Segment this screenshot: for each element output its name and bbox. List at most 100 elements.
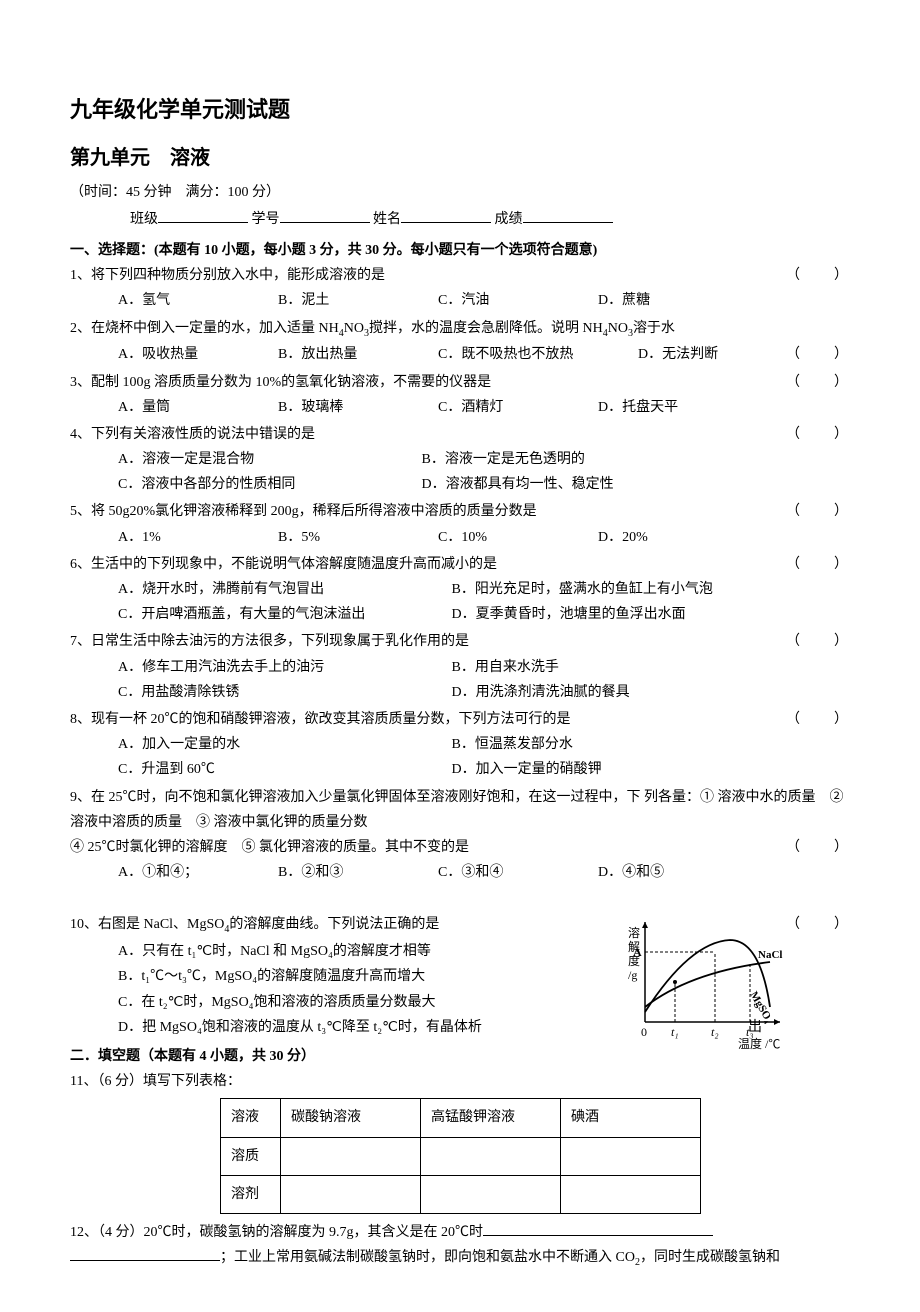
svg-text:NaCl: NaCl [758, 949, 782, 961]
q8-optA: A．加入一定量的水 [118, 732, 448, 757]
q1-optD: D．蔗糖 [598, 288, 758, 313]
q7-stem: 日常生活中除去油污的方法很多，下列现象属于乳化作用的是 [91, 634, 469, 649]
cell-r2c1 [281, 1175, 421, 1213]
cell-r2c2 [421, 1175, 561, 1213]
q12: 12、（4 分）20℃时，碳酸氢钠的溶解度为 9.7g，其含义是在 20℃时 ；… [70, 1220, 850, 1272]
svg-text:0: 0 [641, 1025, 647, 1039]
q5: 5、将 50g20%氯化钾溶液稀释到 200g，稀释后所得溶液中溶质的质量分数是… [70, 499, 850, 549]
q8-num: 8、 [70, 712, 91, 727]
q8-stem: 现有一杯 20℃的饱和硝酸钾溶液，欲改变其溶质质量分数，下列方法可行的是 [91, 712, 571, 727]
q10-stempost: 的溶解度曲线。下列说法正确的是 [229, 917, 439, 932]
cell-r0c1: 碳酸钠溶液 [281, 1099, 421, 1137]
q8: 8、现有一杯 20℃的饱和硝酸钾溶液，欲改变其溶质质量分数，下列方法可行的是 （… [70, 707, 850, 783]
q2-paren: （ ） [786, 342, 850, 367]
q2: 2、在烧杯中倒入一定量的水，加入适量 NH4NO3搅拌，水的温度会急剧降低。说明… [70, 316, 850, 368]
q6-optC: C．开启啤酒瓶盖，有大量的气泡沫溢出 [118, 602, 448, 627]
q5-num: 5、 [70, 504, 91, 519]
q2-stempre: 在烧杯中倒入一定量的水，加入适量 NH [91, 321, 339, 336]
q3: 3、配制 100g 溶质质量分数为 10%的氢氧化钠溶液，不需要的仪器是 （ ）… [70, 370, 850, 420]
q1-optC: C．汽油 [438, 288, 598, 313]
q11-head: 11、（6 分）填写下列表格： [70, 1069, 850, 1094]
svg-text:/g: /g [628, 968, 637, 982]
name-label: 姓名 [373, 212, 401, 227]
subtitle: 第九单元 溶液 [70, 140, 850, 176]
q1-stem: 将下列四种物质分别放入水中，能形成溶液的是 [91, 268, 385, 283]
q4-stem: 下列有关溶液性质的说法中错误的是 [91, 427, 315, 442]
q12-blank2 [70, 1247, 220, 1261]
q10-optD: D．把 MgSO₄饱和溶液的温度从 t₃℃降至 t₂℃时，有晶体析 [118, 1020, 482, 1035]
q6: 6、生活中的下列现象中，不能说明气体溶解度随温度升高而减小的是 （ ） A．烧开… [70, 552, 850, 628]
q2-num: 2、 [70, 321, 91, 336]
q6-stem: 生活中的下列现象中，不能说明气体溶解度随温度升高而减小的是 [91, 557, 497, 572]
cell-r1c0: 溶质 [221, 1137, 281, 1175]
name-blank [401, 209, 491, 223]
q1-optB: B．泥土 [278, 288, 438, 313]
q10-paren: （ ） [786, 912, 850, 937]
q3-paren: （ ） [786, 370, 850, 395]
q5-optB: B．5% [278, 525, 438, 550]
q2-optB: B．放出热量 [278, 342, 438, 367]
q7: 7、日常生活中除去油污的方法很多，下列现象属于乳化作用的是 （ ） A．修车工用… [70, 629, 850, 705]
q9: 9、在 25℃时，向不饱和氯化钾溶液加入少量氯化钾固体至溶液刚好饱和，在这一过程… [70, 785, 850, 886]
q7-optD: D．用洗涤剂清洗油腻的餐具 [452, 680, 752, 705]
score-blank [523, 209, 613, 223]
q7-optC: C．用盐酸清除铁锈 [118, 680, 448, 705]
cell-r1c3 [561, 1137, 701, 1175]
q8-optD: D．加入一定量的硝酸钾 [452, 757, 752, 782]
q10-stempre: 右图是 NaCl、MgSO [98, 917, 224, 932]
q9-num: 9、 [70, 790, 91, 805]
q12-mid: ；工业上常用氨碱法制碳酸氢钠时，即向饱和氨盐水中不断通入 CO [220, 1250, 635, 1265]
cell-r2c0: 溶剂 [221, 1175, 281, 1213]
q2-optA: A．吸收热量 [118, 342, 278, 367]
q3-stem: 配制 100g 溶质质量分数为 10%的氢氧化钠溶液，不需要的仪器是 [91, 375, 491, 390]
q1: 1、将下列四种物质分别放入水中，能形成溶液的是 （ ） A．氢气 B．泥土 C．… [70, 263, 850, 313]
q5-optD: D．20% [598, 525, 758, 550]
q6-num: 6、 [70, 557, 91, 572]
q9-paren: （ ） [786, 835, 850, 860]
cell-r0c0: 溶液 [221, 1099, 281, 1137]
svg-text:t₂: t₂ [711, 1025, 719, 1039]
q7-paren: （ ） [786, 629, 850, 654]
q2-optC: C．既不吸热也不放热 [438, 342, 638, 367]
score-label: 成绩 [495, 212, 523, 227]
cell-r2c3 [561, 1175, 701, 1213]
q4-optB: B．溶液一定是无色透明的 [422, 447, 722, 472]
svg-text:MgSO₄: MgSO₄ [747, 990, 775, 1026]
table-row: 溶液 碳酸钠溶液 高锰酸钾溶液 碘酒 [221, 1099, 701, 1137]
id-label: 学号 [252, 212, 280, 227]
q1-num: 1、 [70, 268, 91, 283]
q7-num: 7、 [70, 634, 91, 649]
q8-optB: B．恒温蒸发部分水 [452, 732, 752, 757]
q9-stem1: 在 25℃时，向不饱和氯化钾溶液加入少量氯化钾固体至溶液刚好饱和，在这一过程中，… [70, 790, 844, 830]
q5-stem: 将 50g20%氯化钾溶液稀释到 200g，稀释后所得溶液中溶质的质量分数是 [91, 504, 537, 519]
meta-line: （时间：45 分钟 满分：100 分） [70, 180, 850, 205]
q10-num: 10、 [70, 917, 98, 932]
q6-optB: B．阳光充足时，盛满水的鱼缸上有小气泡 [452, 577, 752, 602]
q4-optC: C．溶液中各部分的性质相同 [118, 472, 418, 497]
q9-stem2: ④ 25℃时氯化钾的溶解度 ⑤ 氯化钾溶液的质量。其中不变的是 [70, 840, 469, 855]
q2-stemmid: NO [344, 321, 364, 336]
svg-text:t₁: t₁ [671, 1025, 679, 1039]
q12-tail: ，同时生成碳酸氢钠和 [640, 1250, 780, 1265]
q1-optA: A．氢气 [118, 288, 278, 313]
id-blank [280, 209, 370, 223]
q7-optB: B．用自来水洗手 [452, 655, 752, 680]
q4-optD: D．溶液都具有均一性、稳定性 [422, 472, 722, 497]
page-title: 九年级化学单元测试题 [70, 90, 850, 130]
q3-optD: D．托盘天平 [598, 395, 758, 420]
q4-num: 4、 [70, 427, 91, 442]
cell-r1c2 [421, 1137, 561, 1175]
q2-stemend: 溶于水 [633, 321, 675, 336]
q4-paren: （ ） [786, 422, 850, 447]
table-row: 溶剂 [221, 1175, 701, 1213]
q6-optA: A．烧开水时，沸腾前有气泡冒出 [118, 577, 448, 602]
section1-head: 一、选择题：(本题有 10 小题，每小题 3 分，共 30 分。每小题只有一个选… [70, 238, 850, 263]
q1-paren: （ ） [786, 263, 850, 288]
q2-stempost: 搅拌，水的温度会急剧降低。说明 NH [369, 321, 603, 336]
q5-optA: A．1% [118, 525, 278, 550]
q10: 10、右图是 NaCl、MgSO4的溶解度曲线。下列说法正确的是 （ ） A．只… [70, 912, 850, 1040]
cell-r0c2: 高锰酸钾溶液 [421, 1099, 561, 1137]
table-row: 溶质 [221, 1137, 701, 1175]
q12-blank1 [483, 1222, 713, 1236]
q11-table: 溶液 碳酸钠溶液 高锰酸钾溶液 碘酒 溶质 溶剂 [220, 1098, 701, 1214]
